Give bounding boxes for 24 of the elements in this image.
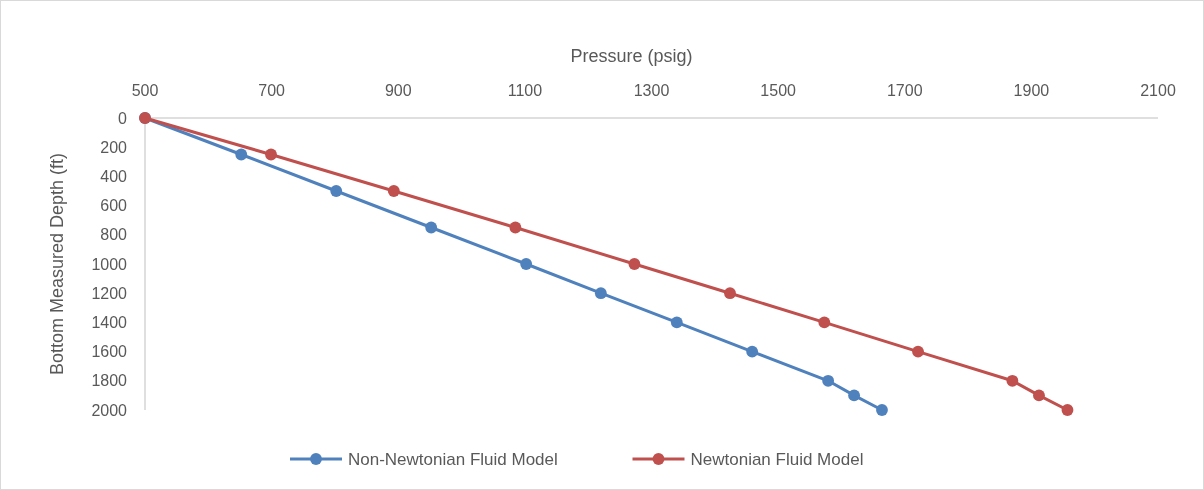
y-tick-label: 200 [100,138,128,156]
y-tick-label: 600 [100,197,128,215]
x-tick-label: 700 [258,82,286,99]
y-tick-label: 2000 [91,401,128,419]
y-tick-label: 1600 [91,343,128,361]
x-tick-label: 900 [384,82,412,99]
y-tick-label: 1400 [91,314,128,331]
y-tick-label: 800 [100,226,128,244]
y-tick-label: 0 [118,109,128,127]
x-axis-title: Pressure (psig) [570,46,693,66]
x-tick-label: 1100 [507,82,543,99]
y-tick-label: 400 [100,168,128,185]
y-tick-label: 1800 [91,372,128,390]
y-axis-title: Bottom Measured Depth (ft) [47,152,67,376]
x-tick-label: 1700 [886,82,923,99]
x-tick-label: 1500 [760,82,797,99]
y-tick-label: 1200 [91,284,128,302]
x-tick-label: 500 [131,82,159,99]
y-tick-label: 1000 [91,255,128,273]
legend-label: Non-Newtonian Fluid Model [348,449,558,469]
x-tick-label: 1900 [1013,82,1050,99]
x-tick-label: 1300 [633,82,670,99]
x-tick-label: 2100 [1140,82,1176,99]
legend-label: Newtonian Fluid Model [690,449,864,469]
